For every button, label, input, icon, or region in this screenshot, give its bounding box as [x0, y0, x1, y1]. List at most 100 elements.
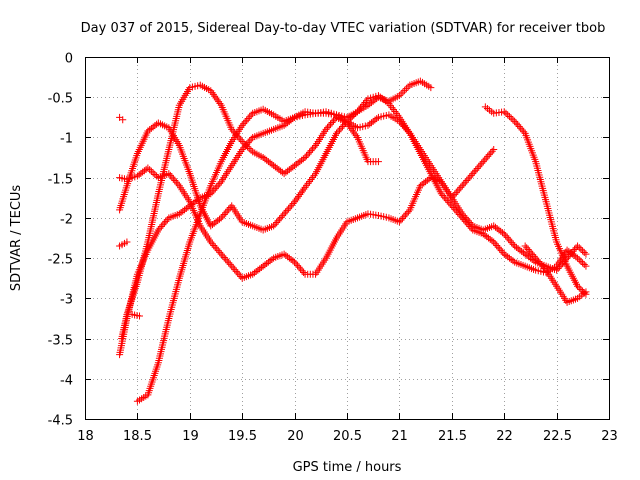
data-point	[530, 252, 538, 260]
data-point	[222, 209, 230, 217]
data-point	[123, 238, 131, 246]
data-point	[168, 173, 176, 181]
y-tick-label: -4.5	[48, 414, 73, 429]
data-point	[463, 177, 471, 185]
data-point	[520, 128, 528, 136]
data-point	[577, 285, 585, 293]
data-point	[404, 83, 412, 91]
data-point	[298, 187, 306, 195]
data-point	[207, 238, 215, 246]
data-point	[454, 209, 462, 217]
data-point	[154, 226, 162, 234]
data-point	[244, 114, 252, 122]
data-point	[220, 210, 228, 218]
data-point	[213, 245, 221, 253]
data-point	[212, 94, 220, 102]
data-point	[235, 271, 243, 279]
data-point	[211, 92, 219, 100]
data-point	[295, 263, 303, 271]
x-tick-label: 18	[77, 429, 94, 444]
data-point	[503, 233, 511, 241]
data-point	[285, 205, 293, 213]
data-point	[580, 248, 588, 256]
data-point	[539, 263, 547, 271]
data-point	[208, 89, 216, 97]
data-point	[292, 196, 300, 204]
data-point	[351, 130, 359, 138]
y-tick-label: -2	[60, 213, 73, 228]
data-point	[151, 170, 159, 178]
data-point	[333, 129, 341, 137]
data-point	[219, 212, 227, 220]
data-point	[208, 240, 216, 248]
data-point	[209, 90, 217, 98]
data-point	[276, 215, 284, 223]
data-point	[336, 126, 344, 134]
data-point	[240, 120, 248, 128]
data-point	[328, 119, 336, 127]
data-point	[514, 121, 522, 129]
data-point	[397, 119, 405, 127]
data-point	[289, 257, 297, 265]
data-point	[490, 146, 498, 154]
data-point	[439, 191, 447, 199]
data-point	[322, 125, 330, 133]
data-point	[159, 221, 167, 229]
data-point	[399, 88, 407, 96]
data-point	[214, 247, 222, 255]
data-point	[306, 148, 314, 156]
data-point	[478, 159, 486, 167]
x-tick-label: 18.5	[123, 429, 152, 444]
data-point	[228, 262, 236, 270]
series-trace-9	[481, 103, 590, 298]
data-point	[241, 118, 249, 126]
data-point	[171, 177, 179, 185]
x-axis-label: GPS time / hours	[293, 460, 402, 475]
data-point	[331, 115, 339, 123]
data-point	[237, 136, 245, 144]
data-point	[231, 129, 239, 137]
data-point	[572, 253, 580, 261]
data-point	[346, 123, 354, 131]
data-point	[475, 163, 483, 171]
data-point	[538, 261, 546, 269]
data-point	[337, 124, 345, 132]
data-point	[451, 205, 459, 213]
data-point	[310, 143, 318, 151]
data-point	[403, 209, 411, 217]
data-point	[502, 232, 510, 240]
data-point	[509, 240, 517, 248]
data-point	[219, 252, 227, 260]
data-point	[467, 171, 475, 179]
data-point	[472, 166, 480, 174]
data-point	[324, 124, 332, 132]
data-point	[352, 132, 360, 140]
data-point	[577, 257, 585, 265]
data-point	[242, 141, 250, 149]
data-point	[210, 241, 218, 249]
data-point	[292, 260, 300, 268]
data-point	[228, 125, 236, 133]
x-tick-label: 21.5	[438, 429, 467, 444]
data-point	[217, 250, 225, 258]
chart-title: Day 037 of 2015, Sidereal Day-to-day VTE…	[81, 21, 606, 36]
data-point	[579, 247, 587, 255]
grid	[85, 57, 609, 419]
y-tick-label: -3.5	[48, 334, 73, 349]
series-trace-6	[118, 81, 382, 343]
data-point	[207, 87, 215, 95]
data-point	[579, 259, 587, 267]
data-point	[493, 241, 501, 249]
data-point	[494, 243, 502, 251]
data-point	[344, 121, 352, 129]
data-point	[395, 117, 403, 125]
data-point	[216, 179, 224, 187]
data-point	[247, 111, 255, 119]
data-point	[334, 128, 342, 136]
data-point	[527, 249, 535, 257]
data-point	[506, 237, 514, 245]
data-point	[515, 123, 523, 131]
data-point	[466, 223, 474, 231]
data-point	[215, 215, 223, 223]
series-trace-5	[133, 105, 498, 405]
